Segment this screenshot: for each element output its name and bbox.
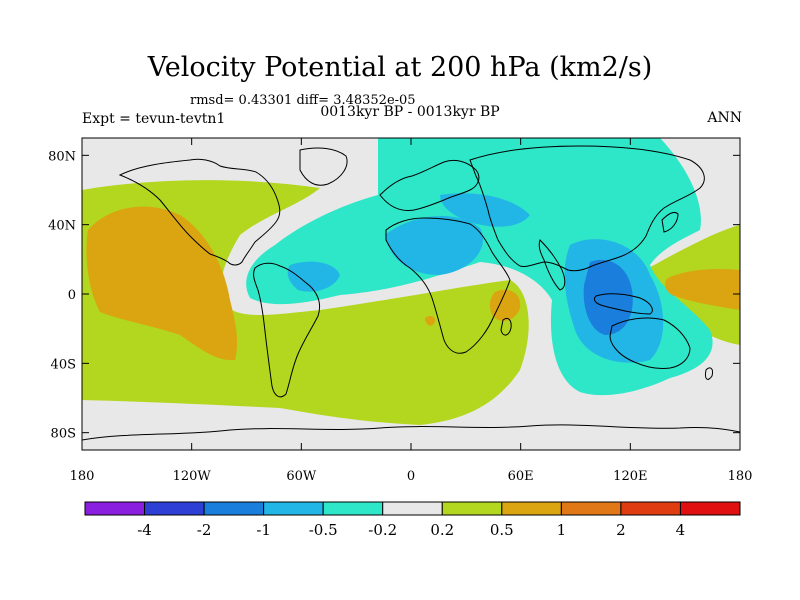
colorbar-box bbox=[84, 501, 146, 516]
colorbar-label: -4 bbox=[137, 521, 152, 539]
field-region-africa-core bbox=[385, 216, 484, 275]
coast-japan bbox=[661, 211, 679, 233]
colorbar-box bbox=[620, 501, 681, 516]
colorbar-box bbox=[501, 501, 562, 516]
x-tick-label: 60E bbox=[508, 469, 534, 484]
coast-greenland bbox=[299, 147, 348, 186]
coast-new-zealand bbox=[705, 367, 713, 380]
x-axis: 180 120W 60W 0 60E 120E 180 bbox=[70, 138, 753, 484]
coast-madagascar bbox=[500, 317, 512, 336]
colorbar-box bbox=[382, 501, 443, 516]
stats-line: rmsd= 0.43301 diff= 3.48352e-05 bbox=[190, 93, 416, 108]
y-tick-label: 0 bbox=[68, 288, 76, 303]
x-tick-label: 120W bbox=[173, 469, 212, 484]
coast-australia bbox=[609, 317, 691, 369]
colorbar-label: -2 bbox=[197, 521, 212, 539]
experiment-label: Expt = tevun-tevtn1 bbox=[82, 111, 226, 127]
colorbar-box bbox=[263, 501, 324, 516]
colorbar-label: 4 bbox=[676, 521, 686, 539]
x-tick-label: 180 bbox=[70, 469, 95, 484]
coast-antarctica bbox=[82, 424, 740, 441]
y-tick-label: 40N bbox=[48, 219, 76, 234]
coast-north-america bbox=[118, 158, 281, 266]
field-region-atlantic-orange bbox=[425, 315, 436, 326]
coast-south-america bbox=[253, 262, 321, 398]
colorbar: -4 -2 -1 -0.5 -0.2 0.2 0.5 1 2 4 bbox=[84, 501, 741, 539]
colorbar-box bbox=[560, 501, 622, 516]
coast-asia bbox=[469, 145, 705, 272]
field-region-westpac-orange bbox=[664, 268, 740, 310]
colorbar-label: 2 bbox=[616, 521, 626, 539]
colorbar-box bbox=[203, 501, 265, 516]
colorbar-label: 0.5 bbox=[490, 521, 514, 539]
field-region-indonesia-deep bbox=[583, 259, 633, 335]
field-region-mideast-core bbox=[440, 193, 530, 227]
y-tick-label: 80N bbox=[48, 149, 76, 164]
colorbar-box bbox=[441, 501, 503, 516]
x-tick-label: 60W bbox=[286, 469, 317, 484]
coast-africa bbox=[385, 217, 511, 354]
x-tick-label: 120E bbox=[613, 469, 647, 484]
colorbar-label: -1 bbox=[256, 521, 271, 539]
y-tick-label: 80S bbox=[51, 427, 76, 442]
field-region-africa-orange bbox=[489, 289, 521, 321]
x-tick-label: 180 bbox=[728, 469, 753, 484]
colorbar-box bbox=[144, 501, 205, 516]
season-label: ANN bbox=[707, 110, 742, 126]
colorbar-label: -0.5 bbox=[309, 521, 338, 539]
map-field bbox=[82, 138, 740, 450]
y-axis: 80N 40N 0 40S 80S bbox=[48, 149, 740, 442]
plot-title: Velocity Potential at 200 hPa (km2/s) bbox=[147, 52, 653, 83]
period-label: 0013kyr BP - 0013kyr BP bbox=[320, 104, 500, 120]
field-region-america-core bbox=[287, 261, 340, 292]
x-tick-label: 0 bbox=[407, 469, 415, 484]
colorbar-label: -0.2 bbox=[368, 521, 397, 539]
coastlines bbox=[82, 145, 740, 441]
coast-indonesia bbox=[593, 293, 653, 315]
colorbar-box bbox=[322, 501, 384, 516]
y-tick-label: 40S bbox=[51, 357, 76, 372]
colorbar-label: 0.2 bbox=[430, 521, 454, 539]
colorbar-box bbox=[679, 501, 741, 516]
coast-india bbox=[538, 239, 566, 291]
colorbar-label: 1 bbox=[557, 521, 567, 539]
